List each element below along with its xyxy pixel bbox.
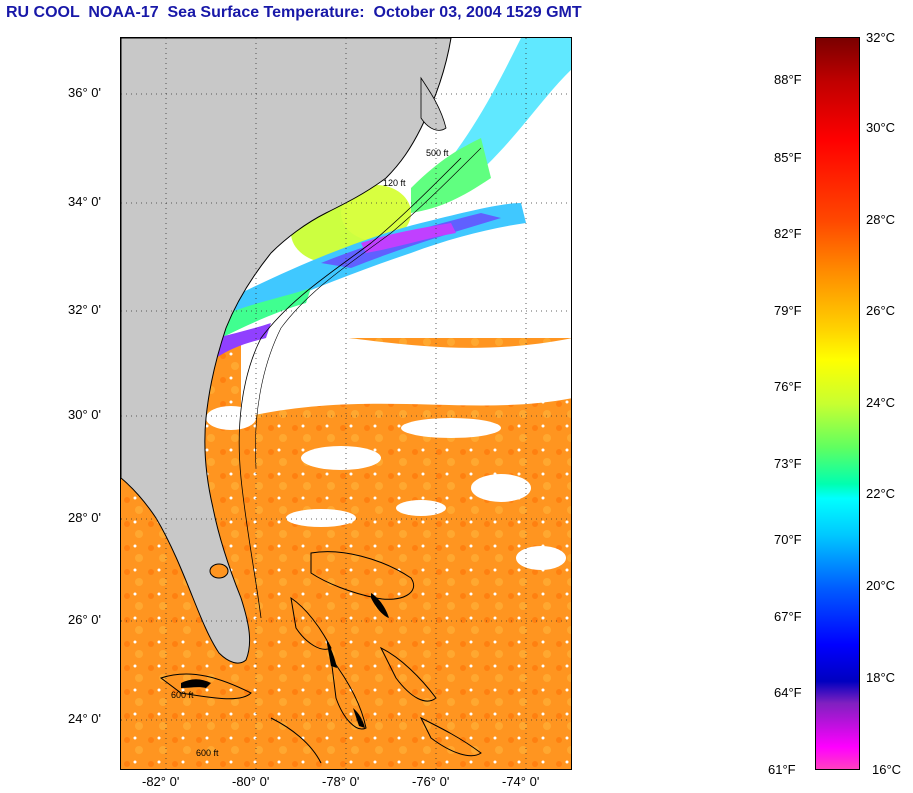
celsius-tick: 22°C	[866, 486, 896, 501]
sst-map: 500 ft 120 ft 600 ft 600 ft	[120, 37, 572, 770]
isobath-label: 120 ft	[383, 178, 406, 188]
graticule	[121, 38, 571, 769]
isobath-label: 600 ft	[196, 748, 219, 758]
celsius-tick: 32°C	[866, 30, 896, 45]
temperature-colorbar	[815, 37, 860, 770]
celsius-tick: 26°C	[866, 303, 896, 318]
fahrenheit-tick: 61°F	[768, 762, 796, 777]
longitude-label: -78° 0'	[322, 774, 360, 789]
fahrenheit-tick: 67°F	[774, 609, 802, 624]
celsius-tick: 16°C	[872, 762, 902, 777]
fahrenheit-tick: 70°F	[774, 532, 802, 547]
celsius-tick: 24°C	[866, 395, 896, 410]
longitude-label: -76° 0'	[412, 774, 450, 789]
isobath-contour	[238, 157, 462, 619]
fahrenheit-tick: 79°F	[774, 303, 802, 318]
fahrenheit-tick: 76°F	[774, 379, 802, 394]
isobath-label: 600 ft	[171, 690, 194, 700]
latitude-label: 30° 0'	[68, 407, 101, 422]
page-title: RU COOL NOAA-17 Sea Surface Temperature:…	[6, 4, 582, 21]
latitude-label: 34° 0'	[68, 194, 101, 209]
sst-map-canvas: 500 ft 120 ft 600 ft 600 ft	[121, 38, 571, 769]
longitude-label: -80° 0'	[232, 774, 270, 789]
celsius-tick: 18°C	[866, 670, 896, 685]
longitude-label: -74° 0'	[502, 774, 540, 789]
latitude-label: 24° 0'	[68, 711, 101, 726]
bahamas-land	[181, 593, 389, 728]
lake-okeechobee	[209, 563, 229, 579]
cloud-band	[241, 333, 571, 418]
fahrenheit-tick: 88°F	[774, 72, 802, 87]
celsius-tick: 30°C	[866, 120, 896, 135]
latitude-label: 36° 0'	[68, 85, 101, 100]
isobath-label: 500 ft	[426, 148, 449, 158]
celsius-tick: 28°C	[866, 212, 896, 227]
longitude-label: -82° 0'	[142, 774, 180, 789]
latitude-label: 26° 0'	[68, 612, 101, 627]
fahrenheit-tick: 82°F	[774, 226, 802, 241]
latitude-label: 32° 0'	[68, 302, 101, 317]
fahrenheit-tick: 85°F	[774, 150, 802, 165]
latitude-label: 28° 0'	[68, 510, 101, 525]
land-mass	[121, 38, 452, 664]
celsius-tick: 20°C	[866, 578, 896, 593]
bahamas-islands	[159, 551, 482, 764]
fahrenheit-tick: 73°F	[774, 456, 802, 471]
fahrenheit-tick: 64°F	[774, 685, 802, 700]
